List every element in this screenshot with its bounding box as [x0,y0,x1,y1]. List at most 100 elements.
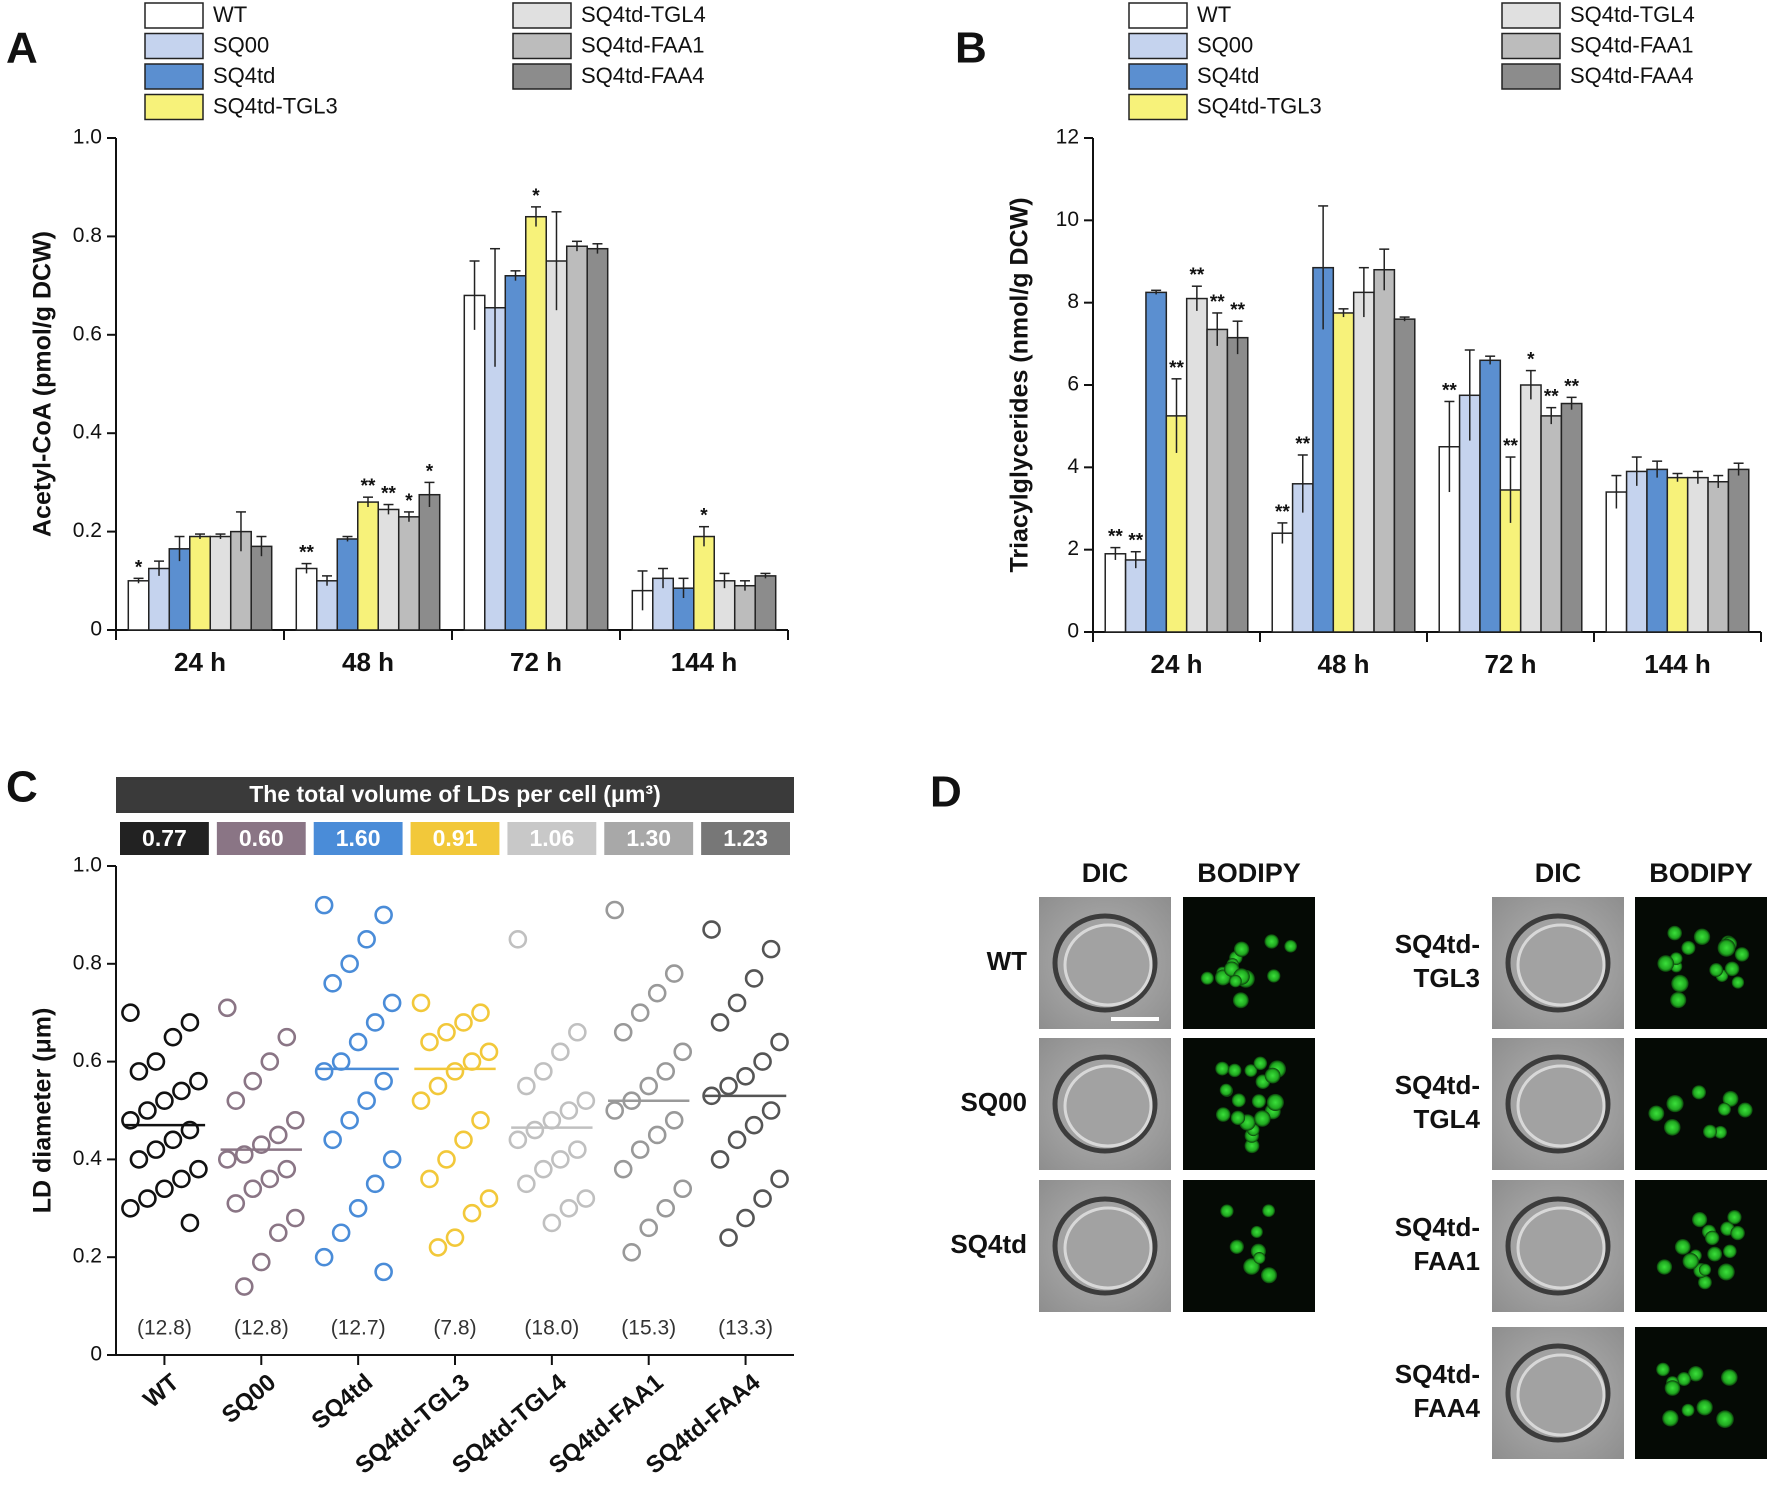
data-point [605,1101,625,1120]
data-point [559,1101,579,1120]
bar [1479,359,1502,633]
bar [463,294,486,631]
bar [418,493,441,631]
bar [1666,476,1689,633]
lipid-droplet [1244,1064,1258,1077]
bar [504,275,527,631]
data-point [534,1159,553,1179]
data-point [753,1189,772,1208]
y-tick-label: 8 [1067,290,1079,313]
bar [397,516,420,631]
bar [1519,384,1542,633]
bar [1605,491,1628,633]
data-point [357,930,376,949]
data-point [568,1140,587,1159]
lipid-droplet [1670,991,1687,1009]
legend-swatch [1501,32,1561,60]
bar [1332,312,1355,633]
lipid-droplet [1691,1211,1708,1228]
lipid-droplet [1656,1362,1670,1377]
data-point [277,1159,297,1179]
n-label: (12.8) [137,1317,192,1340]
lipid-droplet [1681,1403,1695,1417]
data-point [180,1120,200,1140]
volume-box [701,822,790,855]
bar [754,575,777,631]
legend-swatch [144,2,204,29]
legend-swatch [1128,32,1188,60]
cell-rim [1516,923,1606,1007]
data-point [189,1159,208,1179]
data-point [129,1062,149,1081]
data-point [365,1174,385,1194]
x-tick-label: 48 h [1317,649,1369,679]
y-tick-label: 0 [90,618,102,641]
column-header: BODIPY [1649,858,1753,888]
data-point [172,1169,191,1189]
significance: * [135,557,143,578]
data-point [251,1252,271,1272]
bar [545,260,568,631]
data-point [314,1062,334,1081]
bar [1393,318,1416,633]
y-tick-label: 0.2 [73,1245,102,1268]
data-point [365,1013,385,1032]
lipid-droplet [1648,1105,1665,1122]
cell-rim [1516,1206,1606,1290]
bar [209,535,232,631]
significance: ** [361,476,376,497]
bodipy-image [1183,897,1315,1029]
lipid-droplet [1713,1125,1727,1139]
data-point [445,1062,465,1081]
panel-label: C [6,763,38,812]
lipid-droplet [1664,1380,1681,1396]
legend-label: SQ4td-TGL4 [1570,2,1695,27]
legend-label: SQ00 [213,32,269,57]
data-point [613,1022,633,1042]
lipid-droplet [1662,1410,1679,1427]
cell-outline [1505,913,1611,1013]
lipid-droplet [1674,1239,1691,1255]
bar [1206,328,1229,633]
significance: ** [1442,380,1457,401]
data-point [323,974,342,993]
data-point [656,1199,676,1218]
data-point [639,1218,659,1238]
data-point [630,1140,650,1159]
data-point [508,930,528,949]
legend-swatch [1501,2,1561,29]
bar [357,501,379,631]
bar [1625,470,1648,633]
legend-swatch [1128,93,1188,121]
volume-box [120,822,209,855]
y-tick-label: 0.4 [73,1147,103,1170]
bar [1540,415,1563,633]
data-point [517,1174,536,1194]
lipid-droplet [1656,1259,1673,1275]
x-tick-label: 48 h [342,647,394,677]
bar [127,580,150,631]
volume-label: 0.91 [433,825,478,851]
lipid-droplet [1232,992,1249,1009]
y-axis-label: Acetyl-CoA (pmol/g DCW) [29,231,57,537]
lipid-droplet [1730,1225,1745,1241]
significance: * [426,461,434,482]
data-point [155,1091,174,1111]
lipid-droplet [1215,1061,1230,1076]
data-point [163,1027,183,1047]
bar [250,545,273,631]
data-point [542,1110,562,1130]
data-point [727,1130,747,1150]
volume-label: 0.77 [142,825,187,851]
lipid-droplet [1709,963,1724,977]
column-header: DIC [1082,858,1129,888]
data-point [331,1223,351,1243]
data-point [568,1022,587,1042]
lipid-droplet [1707,1246,1723,1262]
lipid-droplet [1250,1225,1263,1239]
data-point [121,1199,140,1218]
volume-label: 1.23 [723,825,768,851]
data-point [251,1135,271,1155]
x-tick-label: SQ00 [217,1369,281,1429]
y-tick-label: 0.6 [73,322,102,345]
